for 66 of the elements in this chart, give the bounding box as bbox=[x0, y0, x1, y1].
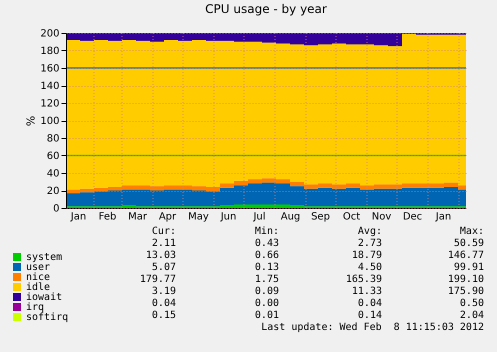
text: Avg: bbox=[358, 226, 382, 237]
legend-label: idle bbox=[26, 282, 50, 293]
text: 0.50 bbox=[460, 298, 484, 309]
text: 199.10 bbox=[448, 274, 484, 285]
legend-label: irq bbox=[26, 302, 44, 313]
text: 146.77 bbox=[448, 250, 484, 261]
y-tick-label: 180 bbox=[40, 46, 60, 57]
legend-label: iowait bbox=[26, 292, 62, 303]
text: 2.04 bbox=[460, 310, 484, 321]
text: 2.73 bbox=[358, 238, 382, 249]
text: 0.15 bbox=[152, 310, 176, 321]
y-tick-label: 200 bbox=[40, 28, 60, 40]
text: 0.14 bbox=[358, 310, 382, 321]
legend-label: system bbox=[26, 252, 62, 263]
y-tick-label: 120 bbox=[40, 98, 60, 110]
x-tick-label: Apr bbox=[158, 212, 178, 222]
text: 0.04 bbox=[152, 298, 176, 309]
x-tick-label: Nov bbox=[372, 212, 392, 222]
text: 0.04 bbox=[358, 298, 382, 309]
y-tick-label: 100 bbox=[40, 116, 60, 127]
text: 179.77 bbox=[140, 274, 176, 285]
x-tick-label: Jan bbox=[434, 212, 452, 222]
text: 175.90 bbox=[448, 286, 484, 297]
text: Cur: bbox=[152, 226, 176, 237]
text: Min: bbox=[254, 226, 279, 237]
text: Last update: Wed Feb 8 11:15:03 2012 bbox=[261, 322, 484, 333]
legend-label: user bbox=[26, 262, 50, 273]
text: Max: bbox=[460, 226, 484, 237]
x-tick-label: Aug bbox=[280, 212, 300, 222]
chart-title: CPU usage - by year bbox=[205, 2, 327, 16]
text: 3.19 bbox=[152, 286, 176, 297]
y-tick-label: 80 bbox=[46, 134, 60, 144]
y-tick-label: 60 bbox=[46, 151, 60, 162]
x-tick-label: Mar bbox=[128, 212, 148, 222]
y-tick-label: 140 bbox=[40, 81, 60, 92]
x-tick-label: Oct bbox=[342, 212, 360, 222]
x-tick-label: Jun bbox=[220, 212, 236, 222]
legend-label: nice bbox=[26, 272, 50, 283]
x-tick-label: Feb bbox=[98, 212, 116, 222]
x-tick-label: Jan bbox=[70, 212, 86, 222]
text: 0.01 bbox=[254, 310, 279, 321]
x-tick-label: Sep bbox=[311, 212, 330, 222]
y-tick-label: 40 bbox=[46, 168, 60, 180]
text: 11.33 bbox=[352, 286, 382, 297]
legend-label: softirq bbox=[26, 312, 68, 323]
text: 5.07 bbox=[152, 262, 176, 273]
text: 0.00 bbox=[254, 298, 279, 309]
text: 2.11 bbox=[152, 238, 176, 249]
x-tick-label: May bbox=[188, 212, 209, 222]
text: 99.91 bbox=[454, 262, 484, 273]
y-axis-title: % bbox=[24, 116, 38, 126]
text: 0.13 bbox=[254, 262, 279, 273]
text: 165.39 bbox=[346, 274, 382, 285]
text: 18.79 bbox=[352, 250, 382, 261]
text: 50.59 bbox=[454, 238, 484, 249]
text: 13.03 bbox=[146, 250, 176, 261]
x-tick-label: Dec bbox=[402, 212, 422, 222]
text: 0.43 bbox=[254, 238, 279, 249]
text: 1.75 bbox=[254, 274, 279, 285]
y-tick-label: 20 bbox=[46, 186, 60, 197]
y-tick-label: 160 bbox=[40, 64, 60, 74]
y-tick-label: 0 bbox=[53, 204, 60, 214]
x-tick-label: Jul bbox=[252, 212, 266, 222]
text: 0.66 bbox=[254, 250, 279, 261]
text: 4.50 bbox=[358, 262, 382, 273]
text: 0.09 bbox=[254, 286, 279, 297]
